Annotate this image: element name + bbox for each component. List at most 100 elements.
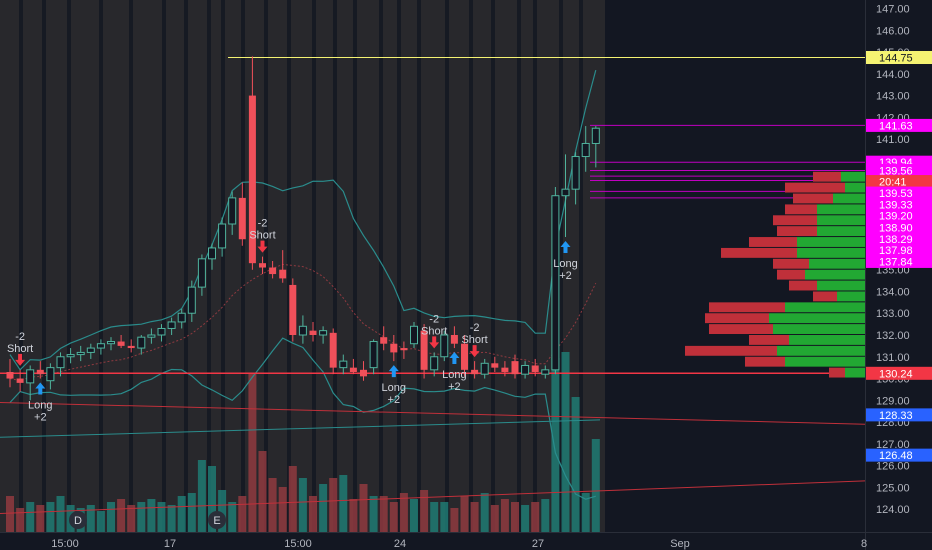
signal-label: Short (421, 325, 447, 337)
session-gap (379, 0, 383, 532)
volume-bar (117, 499, 126, 532)
y-tick-label: 132.00 (876, 330, 910, 342)
candle (380, 326, 388, 351)
x-tick-label: Sep (670, 538, 690, 550)
volume-bars (6, 352, 600, 532)
candle-body-down (16, 378, 24, 383)
price-tag-label: 126.48 (879, 450, 913, 462)
candle (360, 361, 367, 381)
volume-bar (389, 502, 398, 532)
candle-body-down (400, 348, 408, 351)
price-tags: 144.75141.63139.94139.5620:41139.53139.3… (866, 51, 932, 462)
price-tag-label: 139.33 (879, 199, 913, 211)
volume-bar (187, 493, 196, 532)
price-tag (866, 366, 932, 380)
candle-body-up (369, 341, 378, 369)
volume-bar (551, 358, 560, 532)
candle-body-up (56, 356, 65, 369)
price-tag-label: 138.29 (879, 234, 913, 246)
volume-bar (238, 496, 247, 532)
session-gap (287, 0, 291, 532)
candle-body-up (137, 336, 146, 349)
profile-up (809, 258, 865, 269)
candle-body-up (430, 356, 439, 371)
session-gap (207, 0, 211, 532)
y-tick-label: 134.00 (876, 286, 910, 298)
signal-label: Short (249, 230, 275, 242)
price-tag-label: 139.53 (879, 188, 913, 200)
profile-down (785, 204, 817, 215)
volume-bar (521, 505, 530, 532)
profile-down (789, 280, 817, 291)
y-tick-label: 125.00 (876, 482, 910, 494)
candle-body-down (511, 361, 519, 375)
candle (591, 126, 600, 168)
candle (157, 324, 166, 342)
signal-qty: +2 (559, 270, 572, 282)
candle-body-up (46, 367, 55, 382)
price-tag (866, 51, 932, 64)
candle (56, 352, 65, 377)
price-tag (866, 163, 932, 177)
price-tag (866, 209, 932, 223)
candle (259, 256, 266, 275)
candle (471, 361, 479, 379)
candle (319, 326, 328, 344)
candle-body-up (561, 188, 570, 197)
price-tag (866, 254, 932, 268)
volume-bar (36, 505, 45, 532)
session-gap (469, 0, 473, 532)
candle (511, 354, 519, 379)
candle (208, 243, 216, 270)
candle-body-down (471, 369, 479, 375)
candle-body-up (187, 286, 196, 314)
signal-qty: +2 (448, 381, 461, 393)
trend-lines (0, 401, 866, 514)
candle-body-down (461, 343, 468, 370)
price-tag-label: 139.56 (879, 165, 913, 177)
profile-up (797, 237, 865, 247)
short-arrow-icon (469, 345, 480, 358)
volume-bar (96, 511, 105, 532)
profile-down (773, 215, 817, 226)
session-shading (0, 0, 605, 532)
session-gap (129, 0, 133, 532)
event-marker-E (208, 511, 226, 529)
volume-bar (541, 499, 550, 532)
y-tick-label: 141.00 (876, 134, 910, 146)
candle (309, 321, 317, 342)
profile-down (685, 345, 777, 356)
candle (36, 361, 44, 379)
signal-label: Long (442, 369, 466, 381)
session-gap (533, 0, 537, 532)
time-axis[interactable]: 15:00 17 15:00 24 27 Sep 8 (0, 532, 932, 550)
y-tick-label: 126.00 (876, 461, 910, 473)
session-gap (417, 0, 421, 532)
volume-bar (349, 499, 358, 532)
candle-body-up (440, 334, 449, 358)
candle (400, 341, 408, 359)
volume-bar (157, 502, 166, 532)
volume-bar (208, 466, 216, 532)
volume-bar (450, 508, 459, 532)
volume-bar (86, 505, 95, 532)
session-gap (67, 0, 71, 532)
volume-bar (581, 493, 590, 532)
volume-bar (147, 499, 156, 532)
candle-body-down (269, 267, 277, 275)
volume-bar (268, 478, 277, 532)
volume-bar (410, 499, 418, 532)
price-tag (866, 197, 932, 211)
profile-up (805, 269, 865, 280)
session-gap (353, 0, 357, 532)
price-axis[interactable]: 124.00125.00126.00127.00128.00129.00130.… (865, 0, 910, 550)
volume-bar (6, 496, 14, 532)
event-marker-label: D (74, 515, 82, 527)
x-tick-label: 17 (164, 538, 176, 550)
signal-qty: -2 (258, 218, 268, 230)
profile-down (773, 258, 809, 269)
long-arrow-icon (388, 365, 399, 378)
session-gap (517, 0, 521, 532)
y-tick-label: 127.00 (876, 439, 910, 451)
